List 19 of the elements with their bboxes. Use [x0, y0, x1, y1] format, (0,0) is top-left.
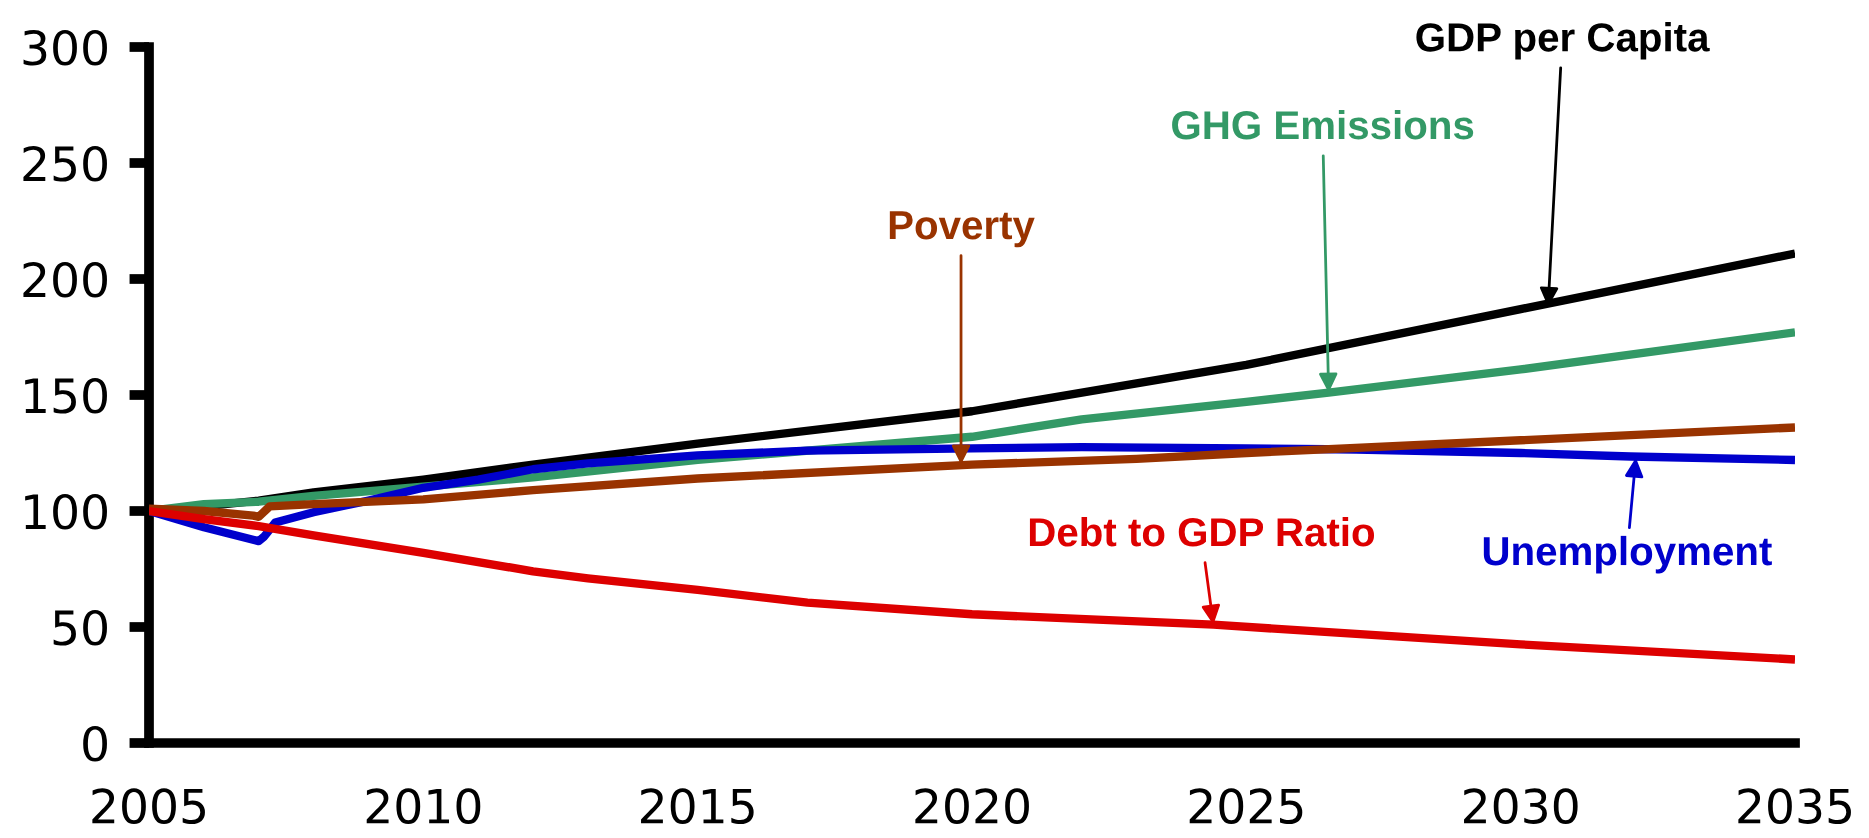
x-tick-label: 2025: [1189, 788, 1303, 824]
y-tick-label: 200: [23, 261, 107, 298]
annotation: Poverty: [889, 211, 1035, 248]
annotation: Unemployment: [1483, 535, 1772, 574]
annotation: GHG Emissions: [1172, 109, 1474, 140]
x-tick-label: 2020: [915, 788, 1029, 824]
x-tick-label: 2015: [641, 788, 754, 824]
y-tick-label: 100: [25, 493, 107, 530]
y-tick-label: 0: [83, 725, 107, 762]
x-tick-label: 2030: [1464, 788, 1578, 824]
x-tick-label: 2035: [1738, 788, 1851, 824]
y-tick-label: 50: [53, 609, 107, 646]
x-tick-label: 2010: [366, 788, 481, 824]
annotation: Debt to GDP Ratio: [1029, 516, 1375, 547]
annotation: GDP per Capita: [1416, 22, 1710, 60]
y-tick-label: 250: [23, 145, 107, 182]
y-tick-label: 150: [25, 377, 107, 414]
x-tick-label: 2005: [92, 788, 205, 824]
y-tick-label: 300: [23, 29, 107, 66]
